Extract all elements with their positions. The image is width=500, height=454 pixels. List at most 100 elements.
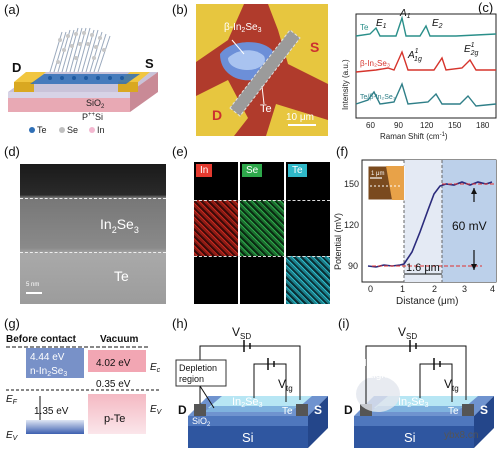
- panel-a-label: (a): [4, 2, 20, 17]
- panel-c: (c) Te β-In₂Se₃ Te/β-In₂Se₃ E1 A1 E2 A1 1…: [336, 0, 500, 142]
- title-vacuum: Vacuum: [100, 334, 138, 345]
- panel-h: (h) VSD Vtg Depletion region In2Se3 Te D…: [168, 310, 332, 454]
- afm-inset-scale-label: 1 μm: [371, 171, 384, 177]
- legend-se: Se: [67, 125, 78, 135]
- substrate-side: [130, 72, 158, 112]
- kpfm-xtick: 4: [490, 284, 495, 294]
- kpfm-xtick: 2: [432, 284, 437, 294]
- eds-se-fill: [240, 200, 284, 256]
- electrode-d-top: [14, 72, 46, 82]
- delta-label: 60 mV: [452, 219, 487, 233]
- raman-ylabel: Intensity (a.u.): [341, 59, 350, 110]
- panel-g-label: (g): [4, 316, 20, 331]
- panel-i: (i) VSD Vtg Incident Light In2Se3 Te D S…: [334, 310, 500, 454]
- h-region-line2: region: [179, 374, 204, 384]
- atom-legend: Te Se In: [29, 125, 105, 135]
- kpfm-ytick: 120: [344, 220, 359, 230]
- panel-a: (a) D S SiO2 P++: [0, 0, 163, 140]
- legend-in: In: [97, 125, 105, 135]
- te-helices: [49, 27, 111, 73]
- device-h: VSD Vtg Depletion region In2Se3 Te D S S…: [175, 325, 328, 448]
- kpfm-xlabel: Distance (μm): [396, 296, 458, 307]
- h-substrate-side: [308, 396, 328, 448]
- eds-map-se: Se: [240, 162, 284, 304]
- kpfm-ytick: 90: [348, 261, 358, 271]
- raman-xtick: 180: [476, 121, 490, 130]
- panel-e: (e) In Se Te: [168, 142, 332, 310]
- h-oxide: [188, 416, 308, 426]
- panel-i-label: (i): [338, 316, 350, 331]
- eds-map-te: Te: [286, 162, 330, 304]
- legend-te: Te: [37, 125, 47, 135]
- kpfm-ylabel: Potential (mV): [333, 213, 343, 270]
- h-vtg-wire: [253, 363, 287, 402]
- eds-te-fill: [286, 256, 330, 304]
- h-vtg-label: Vtg: [278, 377, 293, 393]
- h-te-layer: [204, 406, 298, 412]
- h-material-label: In2Se3: [232, 396, 263, 409]
- i-te-layer: [370, 406, 464, 412]
- electrode-right: [268, 4, 328, 84]
- band-diagram: Before contact Vacuum 4.44 eV n-In2Se3 4…: [6, 334, 163, 442]
- scale-bar: [288, 124, 316, 126]
- i-light-cloud: [356, 376, 400, 412]
- i-vtg-wire: [419, 363, 453, 402]
- te-label: Te: [260, 103, 272, 115]
- eds-interface-bottom: [194, 256, 330, 257]
- i-si-label: Si: [404, 430, 416, 445]
- panel-e-label: (e): [172, 144, 188, 159]
- h-source: [296, 404, 308, 416]
- eds-se-tag: Se: [242, 164, 263, 177]
- electrode-bottom-left: [196, 80, 248, 136]
- legend-te-dot: [29, 127, 35, 133]
- device-schematic: D S SiO2 P++Si Te Se In: [8, 27, 158, 135]
- i-te-label: Te: [448, 406, 459, 417]
- raman-xtick: 150: [448, 121, 462, 130]
- label-ef: EF: [6, 394, 18, 406]
- h-region-box: [175, 359, 227, 387]
- eds-in-tag: In: [196, 164, 213, 177]
- panel-h-label: (h): [172, 316, 188, 331]
- device-i: VSD Vtg Incident Light In2Se3 Te D S Si …: [344, 325, 494, 448]
- raman-trace-te: [355, 15, 497, 37]
- in2se3-flake-thin: [228, 50, 265, 70]
- kpfm-ytick: 150: [344, 179, 359, 189]
- i-material-label: In2Se3: [398, 396, 429, 409]
- trace-name-hetero: Te/β-In₂Se₃: [360, 94, 396, 101]
- p-material: p-Te: [104, 413, 125, 425]
- n-conduction-band: [26, 348, 84, 378]
- eds-interface-top: [194, 200, 330, 201]
- title-before-contact: Before contact: [6, 334, 77, 345]
- i-d-label: D: [344, 403, 353, 417]
- h-vsd-label: VSD: [232, 325, 251, 341]
- i-light-line2: Light: [368, 370, 390, 381]
- h-d-label: D: [178, 403, 187, 417]
- i-silicon: [354, 426, 474, 448]
- h-te-label: Te: [282, 406, 293, 417]
- i-oxide: [354, 416, 474, 426]
- te-region-band: [442, 160, 496, 282]
- panel-d-label: (d): [4, 144, 20, 159]
- te-flake: [229, 29, 301, 117]
- label-ev-left: EV: [6, 430, 19, 442]
- i-vtg-label: Vtg: [444, 377, 459, 393]
- electrode-s-label: S: [145, 56, 154, 71]
- i-vsd-label: VSD: [398, 325, 417, 341]
- eds-map-in: In: [194, 162, 238, 304]
- panel-f-label: (f): [336, 144, 349, 159]
- delta-arrow-down: [471, 264, 477, 270]
- kpfm-xtick: 3: [462, 284, 467, 294]
- interface-bottom: [20, 252, 166, 253]
- layer-sio2-label: SiO2: [86, 98, 105, 110]
- mode-in-e2g: E1 2g: [464, 42, 478, 57]
- kpfm-xtick: 0: [368, 284, 373, 294]
- i-source: [462, 404, 474, 416]
- raman-frame: [355, 13, 497, 119]
- layer-si-label: P++Si: [82, 112, 103, 122]
- label-s: S: [310, 39, 319, 55]
- raman-xtick: 90: [394, 121, 403, 130]
- p-conduction-band: [88, 350, 146, 372]
- width-label: 1.6 μm: [406, 262, 440, 274]
- electrode-s-front: [118, 82, 138, 92]
- delta-arrow-up: [471, 188, 477, 194]
